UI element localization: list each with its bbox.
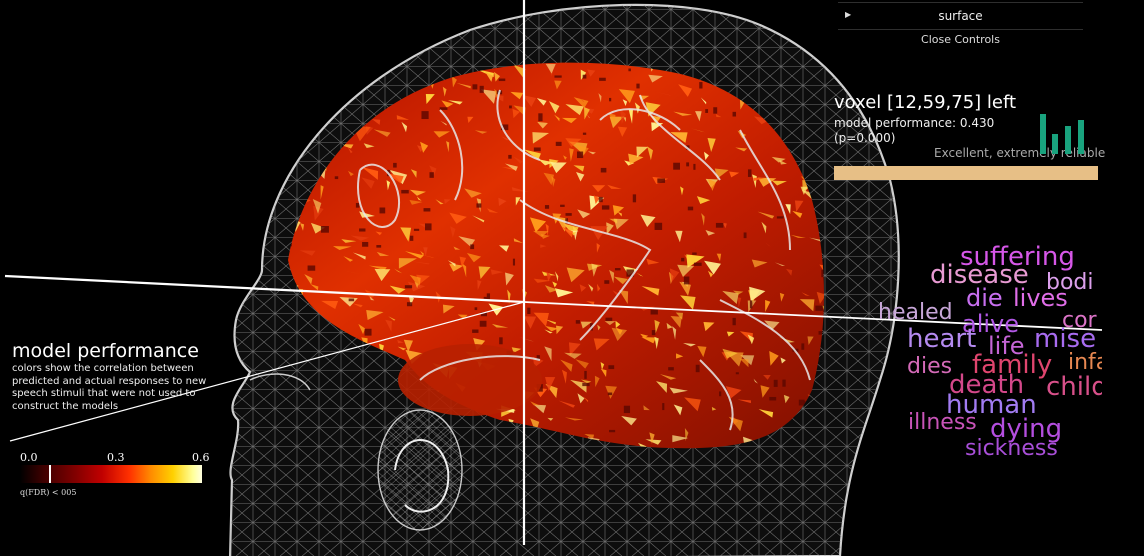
crosshair	[4, 0, 1103, 545]
word-cloud-word: illness	[908, 410, 977, 435]
word-cloud-word: human	[946, 390, 1037, 420]
surface-folder[interactable]: ▶ surface	[838, 2, 1083, 30]
controls-panel: ▶ surface Close Controls	[838, 0, 1083, 48]
word-cloud-word: cor	[1062, 308, 1097, 333]
word-cloud-word: lives	[1013, 284, 1068, 312]
word-cloud-word: alive	[962, 310, 1020, 338]
word-cloud-word: suffering	[960, 242, 1075, 272]
surface-label: surface	[938, 9, 983, 23]
triangle-right-icon: ▶	[845, 10, 852, 19]
word-cloud-word: life	[988, 332, 1025, 360]
word-cloud-word: dies	[907, 354, 953, 379]
word-cloud-word: family	[972, 350, 1053, 380]
word-cloud-word: disease	[930, 260, 1029, 290]
colorbar-threshold-marker	[49, 465, 51, 483]
colorbar-min-label: 0.0	[20, 451, 38, 464]
voxel-title: voxel [12,59,75] left	[834, 92, 1017, 113]
performance-bar	[834, 166, 1098, 180]
signal-strength-icon	[1040, 92, 1086, 154]
voxel-p-value: (p=0.000)	[834, 131, 896, 145]
word-cloud: suffering disease bodi die lives healed alive c…	[870, 240, 1102, 470]
word-cloud-word: dying	[990, 414, 1063, 444]
close-controls-button[interactable]: Close Controls	[921, 33, 1000, 46]
word-cloud-word: death	[949, 370, 1025, 400]
threshold-label: q(FDR) < 005	[20, 488, 77, 497]
word-cloud-word: healed	[878, 300, 953, 325]
word-cloud-word: infa	[1068, 350, 1102, 375]
cortex-activation-map	[288, 62, 824, 449]
word-cloud-word: child	[1046, 372, 1102, 402]
voxel-model-performance: model performance: 0.430	[834, 116, 995, 130]
colorbar	[20, 465, 202, 483]
reliability-label: Excellent, extremely reliable	[934, 146, 1106, 160]
colorbar-mid-label: 0.3	[107, 451, 125, 464]
legend-title: model performance	[12, 340, 199, 362]
word-cloud-word: mise	[1034, 324, 1097, 354]
word-cloud-word: bodi	[1046, 270, 1094, 295]
colorbar-max-label: 0.6	[192, 451, 210, 464]
word-cloud-word: sickness	[965, 436, 1058, 461]
performance-bar-fill	[834, 166, 1098, 180]
word-cloud-word: heart	[907, 324, 977, 354]
legend-description: colors show the correlation between pred…	[12, 363, 207, 412]
word-cloud-word: die	[966, 284, 1003, 312]
